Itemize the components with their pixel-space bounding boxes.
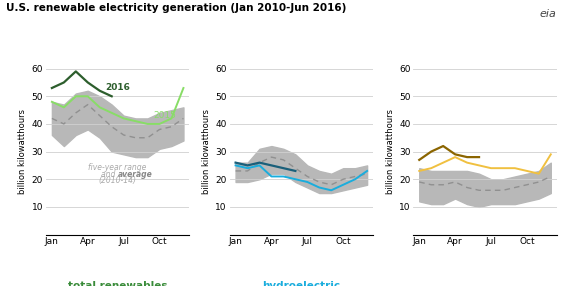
Text: five-year range: five-year range bbox=[88, 163, 147, 172]
Y-axis label: billion kilowatthours: billion kilowatthours bbox=[202, 109, 211, 194]
Text: total renewables: total renewables bbox=[68, 281, 168, 286]
Text: hydroelectric: hydroelectric bbox=[262, 281, 340, 286]
Text: average: average bbox=[118, 170, 153, 178]
Text: eia: eia bbox=[540, 9, 557, 19]
Text: 2016: 2016 bbox=[106, 83, 131, 92]
Text: U.S. renewable electricity generation (Jan 2010-Jun 2016): U.S. renewable electricity generation (J… bbox=[6, 3, 346, 13]
Y-axis label: billion kilowatthours: billion kilowatthours bbox=[386, 109, 395, 194]
Y-axis label: billion kilowatthours: billion kilowatthours bbox=[18, 109, 28, 194]
Text: 2015: 2015 bbox=[153, 111, 176, 120]
Text: and: and bbox=[101, 170, 118, 178]
Text: (2010-14): (2010-14) bbox=[99, 176, 137, 185]
